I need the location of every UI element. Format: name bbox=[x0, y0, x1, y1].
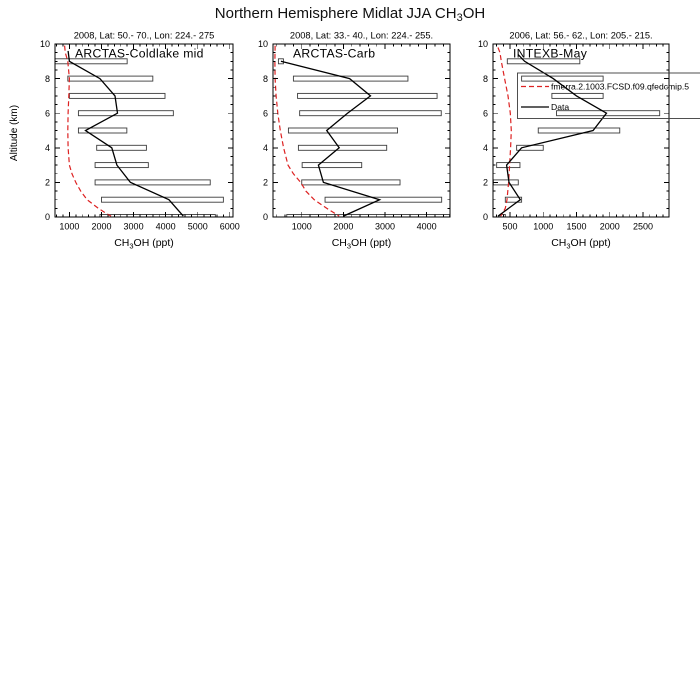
observed-data-line bbox=[67, 50, 184, 217]
campaign-label: INTEXB-May bbox=[513, 47, 588, 61]
x-tick-label: 3000 bbox=[124, 222, 144, 232]
x-axis-label: CH3OH (ppt) bbox=[332, 237, 392, 251]
variability-box bbox=[99, 214, 216, 217]
variability-box bbox=[101, 196, 224, 203]
panel-title: 2006, Lat: 56.- 62., Lon: 205.- 215. bbox=[509, 31, 652, 41]
variability-box bbox=[504, 196, 523, 203]
x-tick-label: 2000 bbox=[333, 222, 353, 232]
y-tick-label: 2 bbox=[45, 178, 50, 188]
observed-data-line bbox=[280, 60, 382, 217]
y-tick-label: 0 bbox=[483, 212, 488, 222]
y-axis-label: Altitude (km) bbox=[9, 105, 20, 161]
panel-3: 500 1000 1500 2000 2500 0 2 4 6 8 10 2006, Lat: 56.… bbox=[478, 31, 700, 251]
x-tick-label: 4000 bbox=[417, 222, 437, 232]
y-tick-label: 2 bbox=[483, 178, 488, 188]
x-tick-label: 1500 bbox=[566, 222, 586, 232]
y-tick-label: 10 bbox=[478, 39, 488, 49]
variability-box bbox=[499, 214, 506, 217]
panel-2: 1000 2000 3000 4000 0 2 4 6 8 10 2008, Lat: 33.- 4… bbox=[258, 31, 451, 251]
y-tick-label: 4 bbox=[45, 143, 50, 153]
y-tick-label: 0 bbox=[263, 212, 268, 222]
y-tick-label: 0 bbox=[45, 212, 50, 222]
y-tick-label: 6 bbox=[483, 108, 488, 118]
x-axis-label: CH3OH (ppt) bbox=[551, 237, 611, 251]
legend-box bbox=[517, 72, 700, 119]
figure-title: Northern Hemisphere Midlat JJA CH3OH bbox=[0, 5, 700, 24]
x-tick-label: 2000 bbox=[91, 222, 111, 232]
figure-title-text: Northern Hemisphere Midlat JJA CH bbox=[214, 5, 457, 22]
y-tick-label: 8 bbox=[45, 74, 50, 84]
model-line bbox=[274, 45, 340, 217]
x-tick-label: 2500 bbox=[633, 222, 653, 232]
variability-box bbox=[77, 127, 128, 134]
variability-box bbox=[68, 92, 166, 99]
x-tick-label: 2000 bbox=[600, 222, 620, 232]
legend: fmerra.2.1003.FCSD.f09.qfedcmip.5 Data bbox=[517, 72, 700, 119]
y-tick-label: 8 bbox=[263, 74, 268, 84]
variability-box bbox=[94, 179, 211, 186]
campaign-label: ARCTAS-Coldlake mid bbox=[75, 47, 204, 61]
x-axis-label: CH3OH (ppt) bbox=[114, 237, 174, 251]
y-tick-label: 8 bbox=[483, 74, 488, 84]
y-tick-label: 6 bbox=[263, 108, 268, 118]
variability-box bbox=[287, 127, 398, 134]
axis-ticks bbox=[55, 43, 233, 218]
y-tick-label: 4 bbox=[263, 143, 268, 153]
variability-box bbox=[301, 162, 363, 169]
variability-box bbox=[67, 75, 154, 82]
variability-box bbox=[521, 75, 604, 82]
legend-model-label: fmerra.2.1003.FCSD.f09.qfedcmip.5 bbox=[551, 82, 689, 92]
x-tick-label: 1000 bbox=[533, 222, 553, 232]
variability-box bbox=[556, 110, 661, 117]
variability-box bbox=[297, 144, 388, 151]
campaign-label: ARCTAS-Carb bbox=[293, 47, 375, 61]
y-tick-label: 4 bbox=[483, 143, 488, 153]
y-tick-label: 10 bbox=[258, 39, 268, 49]
x-tick-label: 500 bbox=[502, 222, 517, 232]
variability-box bbox=[292, 75, 409, 82]
figure-title-subscript: 3 bbox=[456, 12, 463, 24]
panel-1: 1000 2000 3000 4000 5000 6000 0 2 4 6 8 10 2008, Lat… bbox=[9, 31, 240, 251]
variability-box bbox=[77, 110, 174, 117]
y-tick-label: 2 bbox=[263, 178, 268, 188]
axis-ticks bbox=[493, 43, 669, 218]
x-tick-label: 4000 bbox=[156, 222, 176, 232]
x-tick-label: 1000 bbox=[59, 222, 79, 232]
x-tick-label: 6000 bbox=[220, 222, 240, 232]
variability-box bbox=[94, 162, 149, 169]
variability-box bbox=[537, 127, 621, 134]
variability-box bbox=[96, 144, 147, 151]
variability-box bbox=[324, 196, 443, 203]
variability-box bbox=[299, 110, 442, 117]
variability-box bbox=[506, 58, 581, 65]
panel-title: 2008, Lat: 50.- 70., Lon: 224.- 275 bbox=[74, 31, 215, 41]
x-tick-label: 5000 bbox=[188, 222, 208, 232]
axis-ticks bbox=[273, 43, 450, 218]
y-tick-label: 6 bbox=[45, 108, 50, 118]
figure-title-suffix: OH bbox=[462, 5, 486, 22]
model-line bbox=[64, 45, 112, 217]
x-tick-label: 1000 bbox=[292, 222, 312, 232]
model-line bbox=[497, 47, 512, 217]
y-tick-label: 10 bbox=[40, 39, 50, 49]
variability-box bbox=[301, 179, 401, 186]
variability-box bbox=[55, 58, 128, 65]
panel-title: 2008, Lat: 33.- 40., Lon: 224.- 255. bbox=[290, 31, 433, 41]
x-tick-label: 3000 bbox=[375, 222, 395, 232]
legend-data-label: Data bbox=[551, 102, 569, 112]
